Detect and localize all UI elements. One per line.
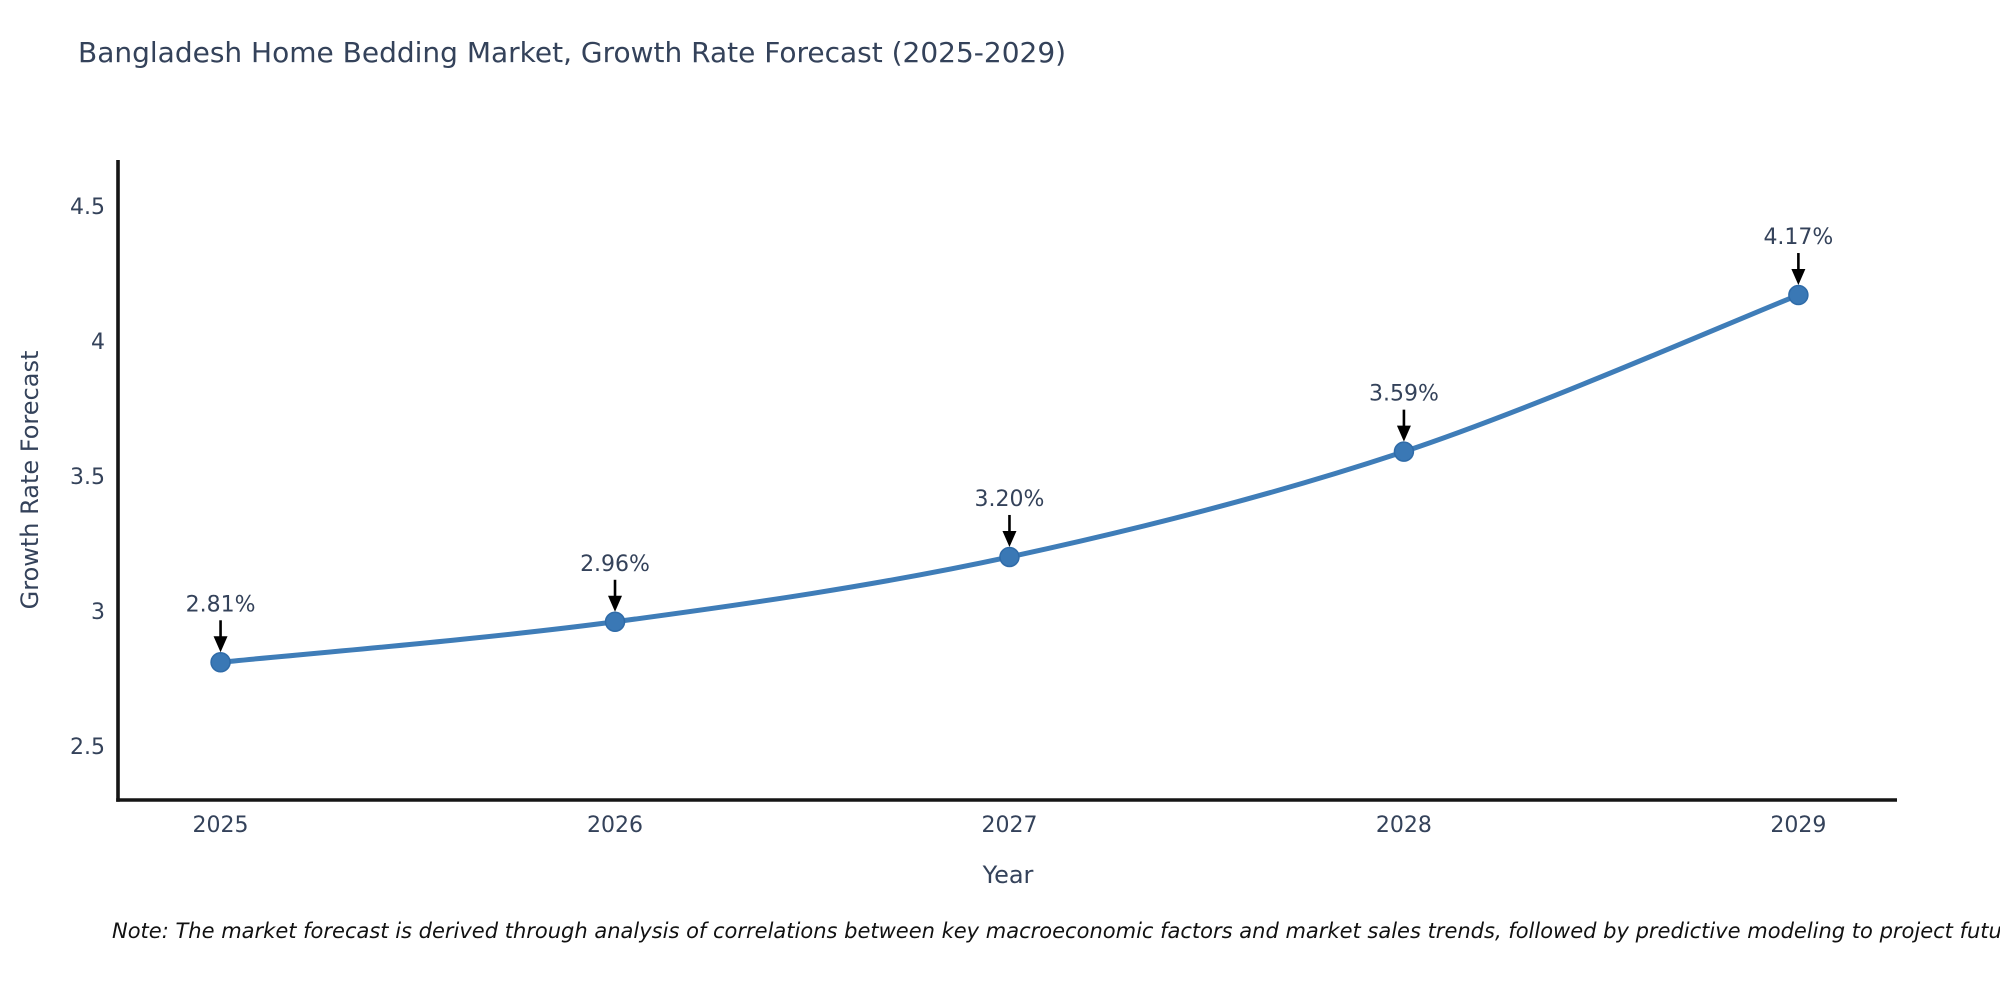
- data-point-label: 3.20%: [975, 487, 1045, 512]
- x-tick-label: 2025: [193, 813, 249, 838]
- data-point-marker: [1393, 441, 1415, 462]
- y-tick-label: 4.5: [70, 195, 105, 220]
- data-point-label: 4.17%: [1763, 225, 1833, 250]
- data-point-marker: [999, 546, 1020, 568]
- x-tick-label: 2029: [1770, 813, 1826, 838]
- annotation-arrowhead: [1396, 425, 1411, 442]
- data-point-label: 3.59%: [1369, 382, 1439, 407]
- chart-title: Bangladesh Home Bedding Market, Growth R…: [78, 36, 1067, 69]
- annotation-arrowhead: [1002, 530, 1017, 547]
- data-point-marker: [604, 611, 626, 633]
- x-tick-label: 2026: [587, 813, 643, 838]
- y-tick-label: 3: [91, 600, 105, 625]
- annotation-arrowhead: [213, 636, 228, 653]
- annotation-arrowhead: [1791, 269, 1806, 286]
- annotation-arrowhead: [608, 595, 623, 612]
- x-tick-label: 2028: [1376, 813, 1432, 838]
- x-axis-title: Year: [982, 861, 1034, 889]
- data-point-label: 2.81%: [186, 592, 256, 617]
- forecast-line: [218, 292, 1801, 665]
- y-tick-label: 2.5: [70, 735, 105, 760]
- footnote: Note: The market forecast is derived thr…: [112, 919, 2000, 943]
- data-point-marker: [1788, 284, 1809, 306]
- y-tick-label: 3.5: [70, 465, 105, 490]
- y-tick-label: 4: [91, 330, 105, 355]
- x-tick-label: 2027: [981, 813, 1037, 838]
- data-point-marker: [210, 652, 231, 673]
- data-point-label: 2.96%: [580, 552, 650, 577]
